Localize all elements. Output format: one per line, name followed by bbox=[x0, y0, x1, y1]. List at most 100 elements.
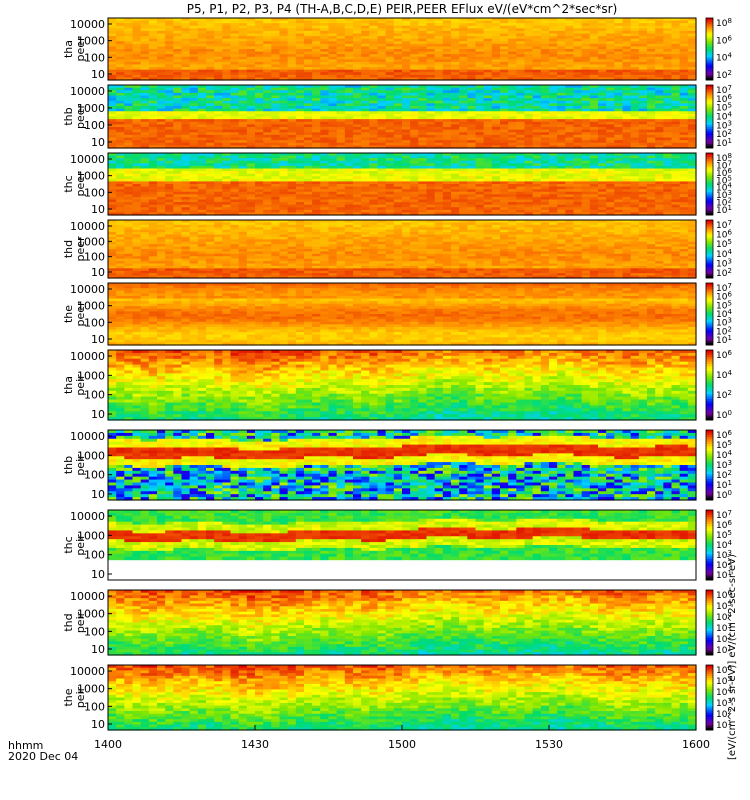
spectrogram-cell bbox=[197, 108, 207, 112]
spectrogram-cell bbox=[647, 51, 656, 55]
spectrogram-cell bbox=[442, 142, 452, 146]
spectrogram-cell bbox=[524, 111, 534, 115]
spectrogram-cell bbox=[598, 92, 607, 97]
spectrogram-cell bbox=[369, 129, 379, 133]
spectrogram-cell bbox=[508, 119, 517, 123]
spectrogram-cell bbox=[451, 113, 460, 118]
spectrogram-cell bbox=[124, 140, 134, 144]
spectrogram-cell bbox=[598, 41, 607, 45]
spectrogram-cell bbox=[132, 113, 142, 118]
spectrogram-cell bbox=[500, 145, 509, 149]
spectrogram-cell bbox=[124, 28, 134, 32]
spectrogram-cell bbox=[385, 113, 395, 118]
spectrogram-cell bbox=[418, 61, 428, 66]
spectrogram-cell bbox=[532, 25, 542, 29]
spectrogram-cell bbox=[189, 111, 199, 115]
spectrogram-cell bbox=[524, 129, 534, 133]
spectrogram-cell bbox=[418, 134, 428, 139]
spectrogram-cell bbox=[589, 132, 599, 136]
spectrogram-cell bbox=[549, 119, 558, 123]
spectrogram-cell bbox=[108, 98, 117, 102]
spectrogram-cell bbox=[108, 127, 117, 131]
spectrogram-cell bbox=[312, 134, 321, 139]
spectrogram-cell bbox=[304, 100, 313, 104]
spectrogram-cell bbox=[132, 127, 142, 131]
spectrogram-cell bbox=[255, 121, 264, 125]
spectrogram-cell bbox=[140, 111, 150, 115]
spectrogram-cell bbox=[369, 51, 379, 55]
spectrogram-cell bbox=[336, 111, 346, 115]
spectrogram-cell bbox=[295, 74, 305, 79]
spectrogram-cell bbox=[442, 98, 452, 102]
spectrogram-cell bbox=[108, 74, 117, 79]
spectrogram-cell bbox=[181, 72, 191, 76]
spectrogram-cell bbox=[418, 59, 428, 63]
spectrogram-cell bbox=[165, 87, 174, 91]
spectrogram-cell bbox=[622, 36, 632, 40]
spectrogram-cell bbox=[320, 18, 330, 22]
spectrogram-cell bbox=[663, 43, 673, 48]
spectrogram-cell bbox=[255, 119, 264, 123]
spectrogram-cell bbox=[557, 49, 566, 53]
colorbar-segment bbox=[706, 44, 713, 48]
spectrogram-cell bbox=[606, 36, 615, 40]
spectrogram-cell bbox=[336, 140, 346, 144]
spectrogram-cell bbox=[434, 41, 444, 45]
spectrogram-cell bbox=[475, 106, 485, 110]
spectrogram-cell bbox=[263, 23, 272, 27]
spectrogram-cell bbox=[263, 140, 272, 144]
spectrogram-cell bbox=[295, 67, 305, 71]
spectrogram-cell bbox=[663, 67, 673, 71]
spectrogram-cell bbox=[238, 119, 248, 123]
spectrogram-cell bbox=[157, 38, 166, 42]
spectrogram-cell bbox=[197, 41, 207, 45]
spectrogram-cell bbox=[344, 38, 354, 42]
spectrogram-cell bbox=[344, 23, 354, 27]
spectrogram-cell bbox=[671, 23, 681, 27]
spectrogram-cell bbox=[581, 111, 591, 115]
spectrogram-cell bbox=[230, 67, 240, 71]
spectrogram-cell bbox=[565, 92, 575, 97]
spectrogram-cell bbox=[638, 28, 648, 32]
spectrogram-cell bbox=[255, 33, 264, 37]
spectrogram-cell bbox=[557, 92, 566, 97]
spectrogram-cell bbox=[165, 103, 174, 107]
spectrogram-cell bbox=[459, 49, 468, 53]
spectrogram-cell bbox=[238, 100, 248, 104]
spectrogram-cell bbox=[173, 72, 183, 76]
colorbar-frame bbox=[705, 17, 714, 81]
spectrogram-cell bbox=[451, 20, 460, 24]
spectrogram-cell bbox=[393, 140, 403, 144]
spectrogram-cell bbox=[467, 64, 477, 68]
spectrogram-cell bbox=[157, 90, 166, 94]
spectrogram-cell bbox=[320, 33, 330, 37]
spectrogram-cell bbox=[132, 103, 142, 107]
spectrogram-cell bbox=[148, 33, 158, 37]
spectrogram-cell bbox=[655, 23, 664, 27]
spectrogram-cell bbox=[442, 145, 452, 149]
spectrogram-cell bbox=[532, 41, 542, 45]
spectrogram-cell bbox=[565, 100, 575, 104]
spectrogram-cell bbox=[451, 142, 460, 146]
spectrogram-cell bbox=[671, 30, 681, 35]
spectrogram-cell bbox=[655, 72, 664, 76]
spectrogram-cell bbox=[222, 127, 232, 131]
spectrogram-cell bbox=[165, 61, 174, 66]
spectrogram-cell bbox=[402, 25, 411, 29]
spectrogram-cell bbox=[655, 67, 664, 71]
spectrogram-cell bbox=[491, 127, 501, 131]
spectrogram-cell bbox=[434, 38, 444, 42]
spectrogram-cell bbox=[418, 142, 428, 146]
spectrogram-cell bbox=[516, 85, 526, 89]
spectrogram-cell bbox=[116, 116, 125, 120]
spectrogram-cell bbox=[606, 18, 615, 22]
spectrogram-cell bbox=[475, 67, 485, 71]
spectrogram-cell bbox=[238, 28, 248, 32]
spectrogram-cell bbox=[320, 100, 330, 104]
spectrogram-cell bbox=[524, 54, 534, 58]
spectrogram-cell bbox=[483, 95, 493, 99]
spectrogram-cell bbox=[263, 124, 272, 128]
spectrogram-cell bbox=[540, 116, 550, 120]
spectrogram-cell bbox=[630, 46, 640, 50]
spectrogram-cell bbox=[500, 56, 509, 60]
